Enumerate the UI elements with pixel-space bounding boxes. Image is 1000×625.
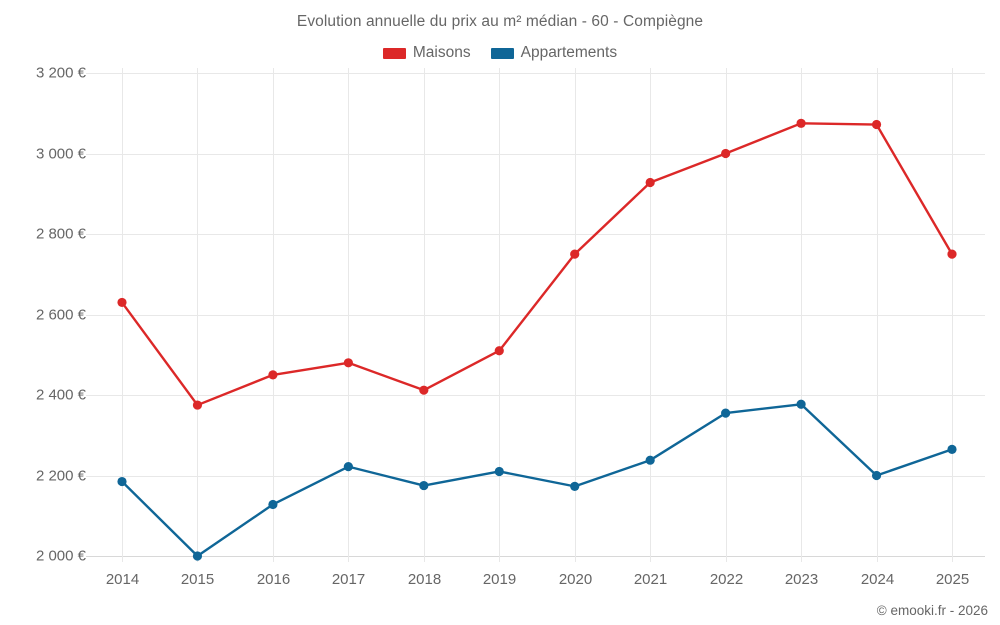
x-tick-label: 2022 <box>710 571 743 588</box>
series-markers <box>117 118 957 561</box>
data-point[interactable] <box>419 385 429 395</box>
y-tick-label: 3 200 € <box>36 64 87 81</box>
x-tick-label: 2015 <box>181 571 214 588</box>
data-point[interactable] <box>117 476 127 487</box>
data-point[interactable] <box>947 249 957 259</box>
y-tick-label: 2 800 € <box>36 225 87 242</box>
y-tick-labels: 2 000 € 2 200 € 2 400 € 2 600 € 2 800 € 3 000… <box>36 64 87 564</box>
data-point[interactable] <box>796 118 806 128</box>
chart-title: Evolution annuelle du prix au m² médian … <box>296 13 704 30</box>
x-tick-label: 2021 <box>634 571 667 588</box>
y-tick-label: 2 400 € <box>36 386 87 403</box>
data-point[interactable] <box>343 358 353 368</box>
series-line-maisons <box>120 122 954 407</box>
data-point[interactable] <box>645 177 655 188</box>
legend-swatch-maisons <box>382 47 406 59</box>
legend-item-maisons[interactable]: Maisons <box>382 44 471 62</box>
data-point[interactable] <box>570 481 580 491</box>
data-point[interactable] <box>494 346 504 356</box>
series-lines <box>120 122 954 558</box>
data-point[interactable] <box>268 499 278 510</box>
x-tick-label: 2025 <box>936 571 969 588</box>
x-tick-label: 2014 <box>106 571 139 588</box>
x-tick-label: 2019 <box>483 571 516 588</box>
data-point[interactable] <box>419 480 429 491</box>
x-tick-label: 2024 <box>861 571 894 588</box>
x-tick-label: 2023 <box>785 571 818 588</box>
data-point[interactable] <box>871 119 882 130</box>
legend-swatch-appartements <box>490 47 514 59</box>
x-tick-label: 2018 <box>408 571 441 588</box>
y-tick-label: 2 000 € <box>36 547 87 564</box>
data-point[interactable] <box>192 400 203 410</box>
data-point[interactable] <box>721 408 731 418</box>
data-point[interactable] <box>947 444 957 454</box>
footer-credit: © emooki.fr - 2026 <box>876 603 988 618</box>
legend-item-appartements[interactable]: Appartements <box>490 44 618 62</box>
x-tick-label: 2020 <box>559 571 592 588</box>
data-point[interactable] <box>268 370 278 380</box>
series-line-appartements <box>120 403 954 558</box>
data-point[interactable] <box>721 148 731 159</box>
data-point[interactable] <box>796 399 806 409</box>
data-point[interactable] <box>494 466 504 477</box>
data-point[interactable] <box>343 462 353 472</box>
data-point[interactable] <box>871 470 882 481</box>
legend-label-maisons: Maisons <box>412 44 471 61</box>
y-tick-label: 2 200 € <box>36 467 87 484</box>
y-tick-label: 3 000 € <box>36 145 87 162</box>
data-point[interactable] <box>192 551 203 561</box>
data-point[interactable] <box>645 455 655 465</box>
data-point[interactable] <box>117 297 127 308</box>
x-tick-labels: 2014 2015 2016 2017 2018 2019 2020 2021 2022 2023… <box>106 571 969 588</box>
y-gridlines <box>86 73 985 557</box>
data-point[interactable] <box>570 249 580 259</box>
legend-label-appartements: Appartements <box>520 44 618 61</box>
x-tick-label: 2017 <box>332 571 365 588</box>
chart-legend: Maisons Appartements <box>0 44 1000 62</box>
y-tick-label: 2 600 € <box>36 306 87 323</box>
x-tick-label: 2016 <box>257 571 290 588</box>
